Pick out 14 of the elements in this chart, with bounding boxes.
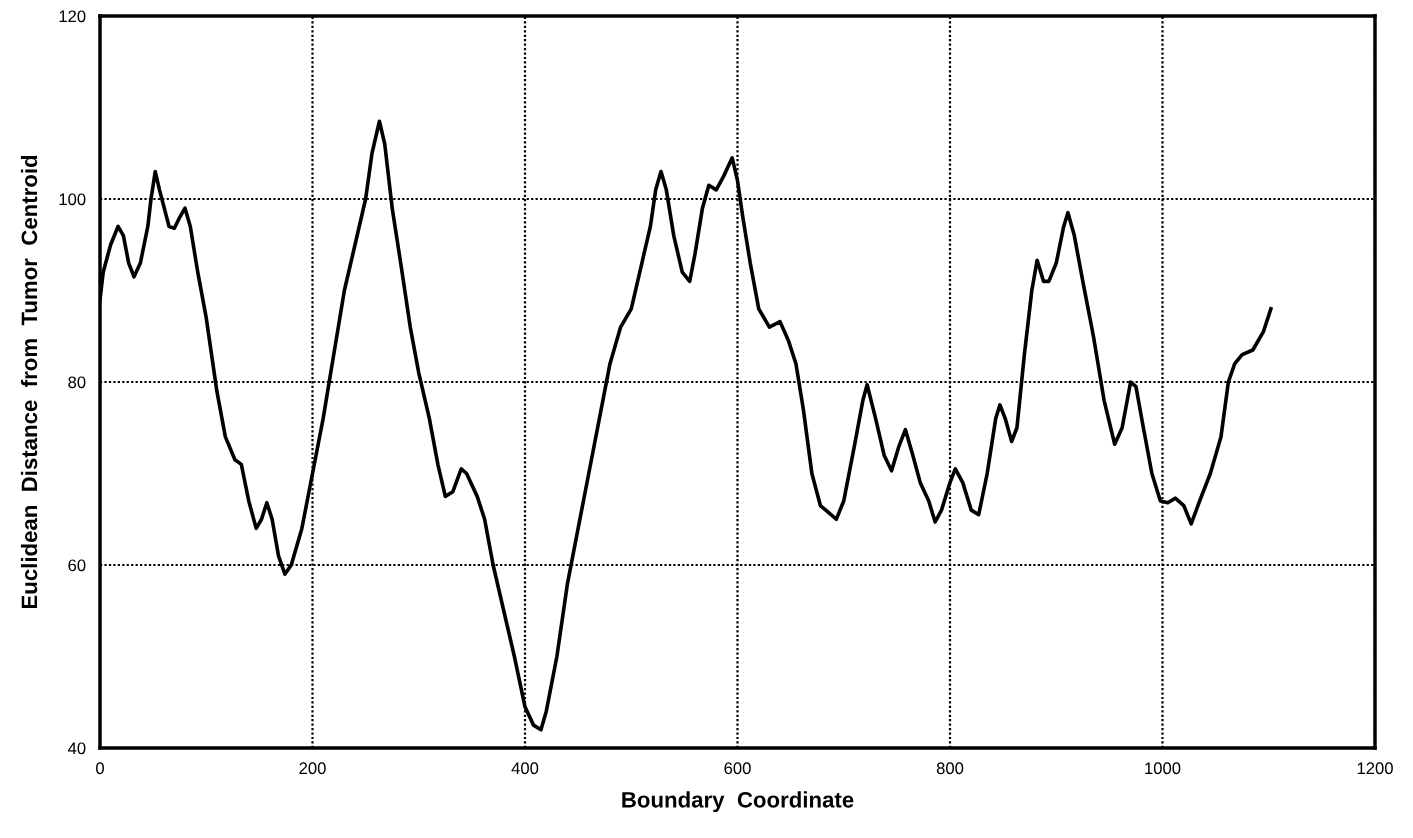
y-tick-label: 100	[59, 193, 86, 206]
y-tick-label: 80	[68, 376, 86, 389]
x-tick-label: 1000	[1145, 762, 1181, 775]
y-tick-label: 120	[59, 10, 86, 23]
x-tick-label: 1200	[1357, 762, 1393, 775]
x-tick-label: 800	[936, 762, 964, 775]
y-tick-label: 60	[68, 559, 86, 572]
x-tick-label: 600	[724, 762, 751, 775]
x-axis-title: Boundary Coordinate	[622, 791, 854, 813]
x-tick-label: 0	[96, 762, 104, 775]
x-tick-label: 400	[511, 762, 539, 775]
y-axis-title: Euclidean Distance from Tumor Centroid	[20, 155, 38, 609]
y-tick-label: 40	[67, 742, 86, 755]
x-tick-label: 200	[299, 762, 326, 775]
